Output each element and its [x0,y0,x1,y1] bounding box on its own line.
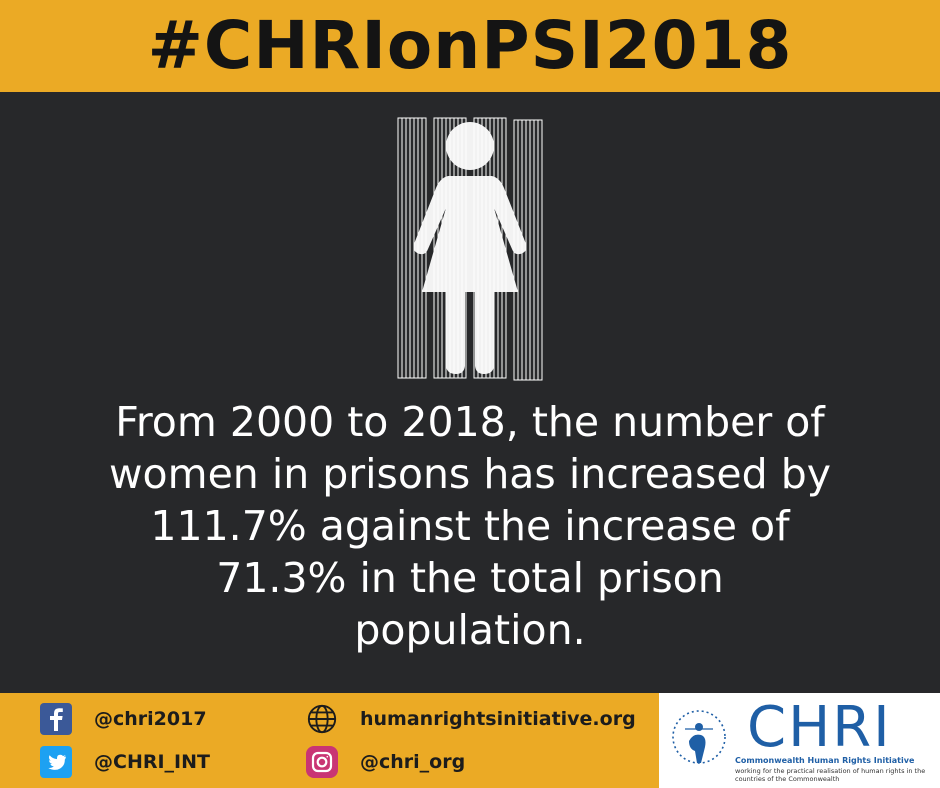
statistic-statement: From 2000 to 2018, the number of women i… [60,396,880,656]
prison-bars [397,117,543,381]
instagram-icon [306,746,338,778]
chri-full-name: Commonwealth Human Rights Initiative [735,756,915,765]
woman-behind-bars-icon [397,117,543,381]
twitter-link[interactable]: @CHRI_INT [40,746,210,778]
instagram-handle: @chri_org [360,751,466,773]
statement-line: 111.7% against the increase of [150,502,790,550]
hashtag-title: #CHRIonPSI2018 [147,7,793,84]
statement-line: women in prisons has increased by [109,450,831,498]
statement-line: population. [354,606,586,654]
facebook-icon [40,703,72,735]
chri-wordmark: CHRI [747,695,892,760]
statement-line: From 2000 to 2018, the number of [115,398,825,446]
chri-emblem-icon [672,710,726,764]
woman-figure [413,122,527,374]
twitter-icon [40,746,72,778]
instagram-link[interactable]: @chri_org [306,746,465,778]
website-url: humanrightsinitiative.org [360,708,636,730]
facebook-link[interactable]: @chri2017 [40,703,207,735]
twitter-handle: @CHRI_INT [94,751,210,773]
statement-line: 71.3% in the total prison [216,554,724,602]
globe-icon [306,703,338,735]
chri-logo[interactable]: CHRI Commonwealth Human Rights Initiativ… [659,693,940,788]
facebook-handle: @chri2017 [94,708,207,730]
chri-tagline: working for the practical realisation of… [735,767,926,783]
website-link[interactable]: humanrightsinitiative.org [306,703,636,735]
header-banner: #CHRIonPSI2018 [0,0,940,92]
